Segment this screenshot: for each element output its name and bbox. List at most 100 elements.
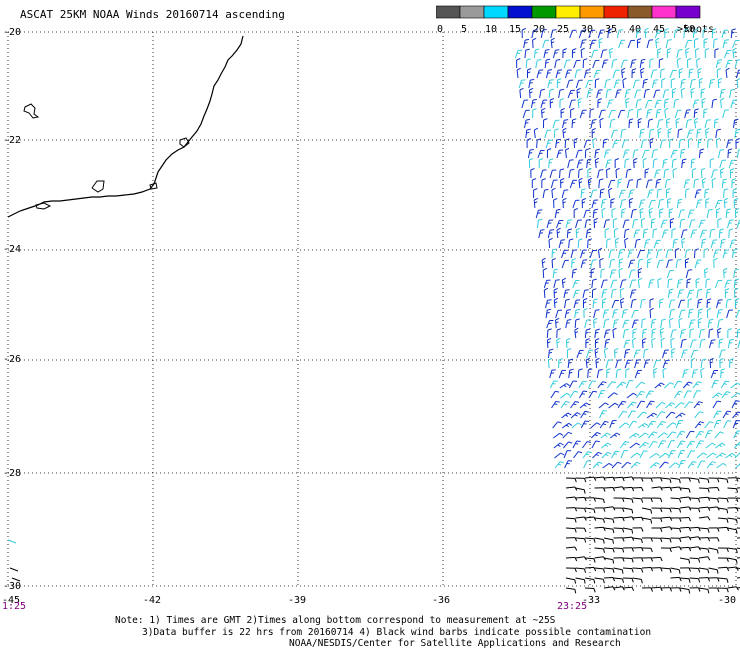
wind-barb xyxy=(632,487,644,492)
wind-barb xyxy=(600,268,606,279)
wind-barb xyxy=(689,78,696,89)
wind-barb xyxy=(736,149,740,159)
wind-barb xyxy=(550,29,557,39)
wind-barb xyxy=(565,537,578,542)
wind-barb xyxy=(584,577,596,584)
wind-barb xyxy=(576,349,584,359)
wind-barb xyxy=(733,430,740,439)
wind-barb xyxy=(687,137,693,149)
wind-barb xyxy=(577,97,582,109)
wind-barb xyxy=(736,557,740,559)
wind-barb xyxy=(713,420,722,429)
wind-barb xyxy=(734,128,740,139)
wind-barb xyxy=(648,279,655,289)
wind-barb xyxy=(606,238,611,249)
wind-barb xyxy=(615,167,620,179)
wind-barb xyxy=(584,537,596,543)
wind-barb xyxy=(571,422,582,429)
wind-barb xyxy=(601,207,606,219)
wind-barb xyxy=(556,328,562,339)
wind-barb xyxy=(553,279,560,289)
wind-barb xyxy=(734,287,739,299)
wind-barb xyxy=(643,88,650,99)
wind-barb xyxy=(708,487,720,492)
wind-barb xyxy=(543,279,551,289)
wind-barb xyxy=(704,421,714,429)
wind-barb xyxy=(605,159,612,169)
wind-barb xyxy=(698,556,711,561)
wind-barb xyxy=(580,259,588,269)
wind-barb xyxy=(676,57,682,69)
wind-barb xyxy=(692,390,701,399)
wind-barb xyxy=(688,308,694,319)
wind-barb xyxy=(529,87,534,99)
wind-barb xyxy=(530,168,535,179)
wind-barb xyxy=(676,440,686,449)
wind-barb xyxy=(660,567,672,573)
wind-barb xyxy=(721,391,731,399)
wind-barb xyxy=(596,369,603,379)
wind-barb xyxy=(548,348,554,359)
wind-barb xyxy=(574,308,581,319)
wind-barb xyxy=(583,460,592,469)
wind-barb xyxy=(680,78,687,89)
wind-barb xyxy=(716,67,722,79)
wind-barb xyxy=(610,129,618,139)
wind-barb xyxy=(611,300,619,309)
wind-barb xyxy=(667,278,673,289)
wind-barb xyxy=(670,78,676,88)
wind-barb xyxy=(701,177,707,189)
wind-barb xyxy=(632,557,644,562)
wind-barb xyxy=(679,557,691,564)
wind-barb xyxy=(590,422,601,429)
wind-barb xyxy=(679,506,692,511)
wind-barb xyxy=(594,577,605,584)
wind-barb xyxy=(535,209,543,219)
wind-barb xyxy=(660,587,673,592)
wind-barb xyxy=(631,310,639,319)
wind-barb xyxy=(565,147,570,159)
wind-barb xyxy=(625,97,630,109)
wind-barb xyxy=(672,167,677,179)
wind-barb xyxy=(587,168,592,179)
wind-barb xyxy=(578,380,587,389)
wind-barb xyxy=(693,401,703,409)
wind-barb xyxy=(649,453,660,459)
wind-barb xyxy=(616,29,624,39)
wind-barb xyxy=(553,297,559,309)
wind-barb xyxy=(643,359,651,369)
wind-barb xyxy=(687,461,697,469)
wind-barb xyxy=(686,440,696,449)
wind-barb xyxy=(573,451,583,459)
wind-barb xyxy=(666,117,671,129)
wind-barb xyxy=(601,451,612,459)
wind-barb xyxy=(621,67,626,79)
wind-barb xyxy=(732,188,737,198)
wind-barb xyxy=(646,249,653,259)
wind-barb xyxy=(689,497,701,503)
wind-barb xyxy=(717,507,729,514)
wind-barb xyxy=(579,402,590,409)
wind-barb xyxy=(637,422,649,429)
wind-barb xyxy=(686,278,692,289)
wind-barb xyxy=(696,57,701,69)
wind-barb xyxy=(734,59,740,69)
wind-barb xyxy=(641,517,653,524)
wind-barb xyxy=(708,547,719,554)
wind-barb xyxy=(571,268,578,279)
wind-barb xyxy=(569,29,577,39)
wind-barb xyxy=(555,69,563,79)
wind-barb xyxy=(671,347,676,359)
wind-barb xyxy=(653,89,661,99)
wind-barb xyxy=(524,118,530,129)
wind-barb xyxy=(543,287,549,299)
wind-barb xyxy=(627,109,634,119)
wind-barb xyxy=(546,148,552,159)
colorbar-label: 30 xyxy=(581,24,593,35)
wind-barb xyxy=(736,567,740,570)
wind-barb xyxy=(621,309,628,319)
wind-barb xyxy=(592,208,599,219)
wind-barb xyxy=(567,358,574,369)
wind-barb xyxy=(641,587,653,592)
wind-barb xyxy=(533,188,538,198)
